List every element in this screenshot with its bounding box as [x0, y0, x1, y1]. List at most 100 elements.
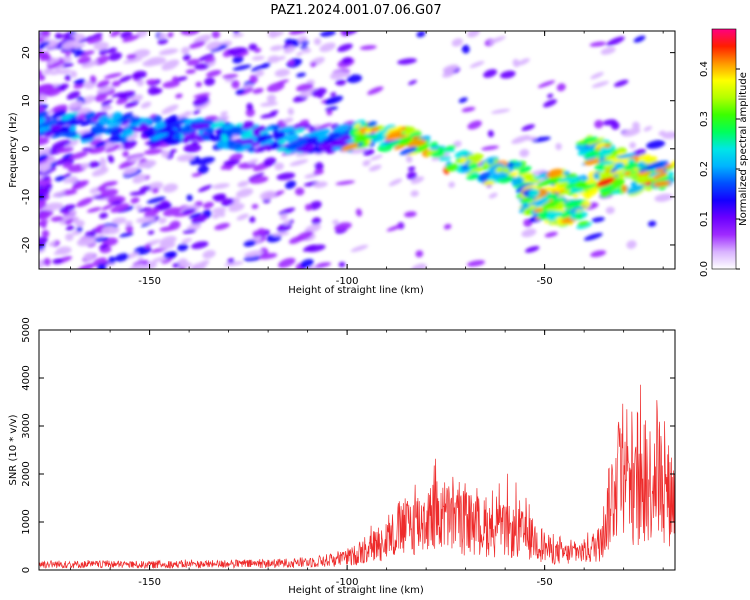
spectrogram-cell — [293, 127, 306, 134]
spectrogram-cell — [584, 149, 600, 158]
spectrogram-cell — [296, 51, 304, 57]
spectrogram-cell — [591, 216, 605, 223]
spectrogram-cell — [197, 184, 213, 193]
spectrogram-cell — [335, 180, 355, 186]
spectrogram-ytick-label: 0 — [21, 146, 32, 152]
spectrogram-cell — [633, 171, 653, 176]
spectrogram-cell — [397, 58, 417, 65]
spectrogram-cell — [296, 83, 314, 92]
spectrogram-cell — [334, 134, 354, 144]
spectrogram-cell — [138, 160, 157, 168]
spectrogram-cell — [335, 79, 347, 86]
spectrogram-cell — [122, 140, 137, 150]
spectrogram-cell — [136, 217, 156, 224]
spectrogram-cell — [370, 126, 380, 133]
spectrogram-cell — [75, 220, 85, 228]
spectrogram-cell — [483, 180, 495, 186]
snr-xtick-label: -100 — [336, 577, 359, 588]
spectrogram-cell — [227, 258, 235, 264]
spectrogram-cell — [222, 74, 239, 79]
spectrogram-cell — [633, 35, 646, 43]
spectrogram-cell — [284, 133, 300, 142]
spectrogram-cell — [461, 44, 470, 54]
spectrogram-xtick-label: -150 — [138, 276, 161, 287]
spectrogram-cell — [269, 110, 279, 115]
spectrogram-cell — [469, 60, 485, 68]
snr-frame — [38, 329, 676, 571]
spectrogram-cell — [260, 113, 277, 119]
spectrogram-cell — [248, 176, 269, 184]
spectrogram-cell — [43, 257, 51, 266]
spectrogram-cell — [41, 229, 50, 238]
spectrogram-cell — [146, 56, 167, 66]
colorbar: 0.0 0.1 0.2 0.3 0.4 Normalized spectral ampl… — [699, 28, 749, 277]
spectrogram-ylabel: Frequency (Hz) — [8, 112, 19, 188]
spectrogram-cell — [48, 241, 57, 247]
spectrogram-cell — [221, 133, 228, 143]
spectrogram-cell — [236, 213, 249, 221]
spectrogram-cell — [483, 69, 498, 78]
spectrogram-cell — [119, 232, 134, 238]
spectrogram-cell — [41, 31, 51, 38]
spectrogram-cell — [52, 158, 72, 166]
spectrogram-cell — [214, 222, 230, 230]
spectrogram-cell — [101, 180, 118, 187]
spectrogram-cell — [544, 231, 558, 238]
spectrogram-cell — [563, 200, 584, 209]
spectrogram-cell — [50, 133, 63, 139]
spectrogram-cell — [574, 213, 583, 220]
spectrogram-cell — [103, 72, 123, 79]
spectrogram-cell — [251, 203, 259, 210]
spectrogram-cell — [158, 32, 167, 40]
spectrogram-cell — [159, 200, 170, 210]
colorbar-tick-label: 0.2 — [699, 161, 710, 177]
spectrogram-cell — [385, 141, 401, 148]
spectrogram-cell — [537, 80, 556, 88]
spectrogram-cell — [353, 123, 361, 129]
spectrogram-cell — [410, 176, 425, 185]
spectrogram-cell — [506, 161, 515, 168]
spectrogram-cell — [64, 74, 71, 81]
spectrogram-cell — [314, 162, 324, 171]
spectrogram-cell — [511, 134, 531, 144]
spectrogram-cell — [341, 143, 359, 152]
spectrogram-cell — [598, 147, 613, 157]
spectrogram-cell — [186, 58, 200, 66]
spectrogram-cell — [626, 184, 644, 195]
spectrogram-cell — [272, 129, 279, 135]
spectrogram-cell — [397, 136, 413, 146]
spectrogram-cell — [300, 258, 314, 269]
spectrogram-cell — [407, 166, 416, 172]
spectrogram-cell — [636, 176, 656, 184]
spectrogram-cell — [218, 211, 226, 218]
spectrogram-cell — [210, 44, 228, 52]
spectrogram-cell — [354, 130, 362, 135]
spectrogram-cell — [466, 174, 480, 180]
spectrogram-cell — [39, 210, 51, 221]
spectrogram-cell — [388, 178, 403, 187]
spectrogram-cell — [124, 100, 140, 108]
spectrogram-cell — [653, 180, 671, 187]
spectrogram-cell — [304, 203, 312, 211]
spectrogram-cell — [528, 177, 536, 184]
spectrogram-cell — [533, 208, 544, 213]
spectrogram-cell — [142, 126, 156, 135]
spectrogram-cell — [182, 208, 197, 215]
spectrogram-cell — [181, 46, 190, 55]
spectrogram-cell — [87, 37, 103, 44]
snr-xlabel: Height of straight line (km) — [288, 585, 424, 596]
spectrogram-cell — [105, 144, 121, 153]
spectrogram-cell — [310, 62, 317, 68]
spectrogram-cell — [302, 244, 317, 252]
spectrogram-cell — [61, 125, 73, 134]
spectrogram-cell — [104, 140, 116, 149]
spectrogram-cell — [60, 111, 79, 120]
spectrogram-ytick-label: -20 — [21, 237, 32, 253]
spectrogram-cell — [144, 208, 160, 218]
spectrogram-cell — [185, 69, 197, 74]
spectrogram-cell — [65, 139, 79, 148]
spectrogram-cell — [175, 93, 183, 99]
spectrogram-blobs — [39, 31, 675, 269]
spectrogram-xlabel: Height of straight line (km) — [288, 285, 424, 296]
spectrogram-cell — [632, 121, 640, 130]
